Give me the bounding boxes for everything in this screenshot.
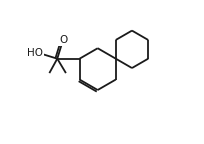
Text: HO: HO bbox=[27, 48, 43, 58]
Text: O: O bbox=[59, 35, 67, 45]
